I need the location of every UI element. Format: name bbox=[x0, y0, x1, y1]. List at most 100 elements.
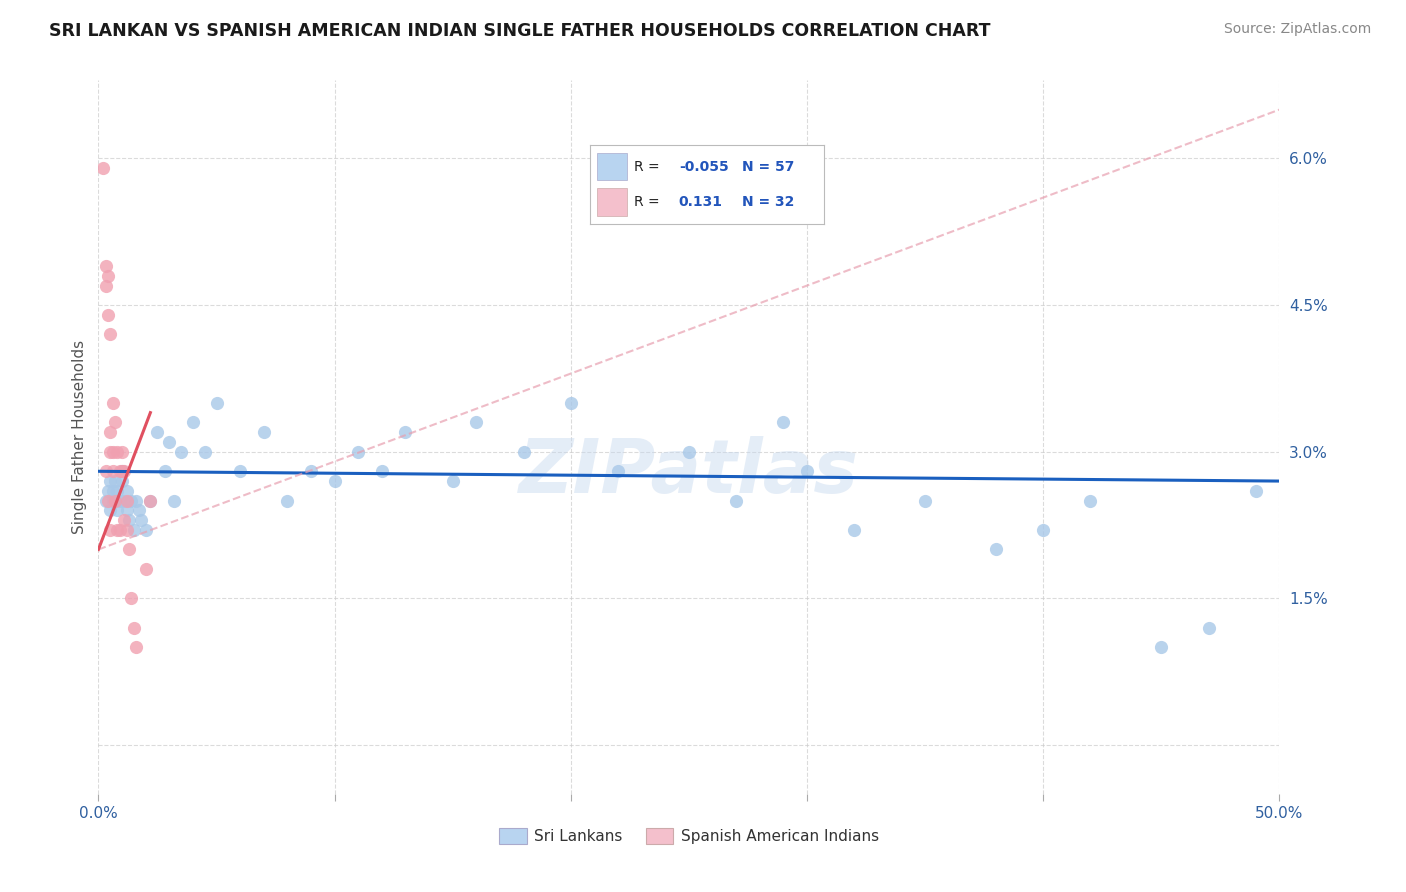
Point bbox=[118, 513, 141, 527]
Legend: Sri Lankans, Spanish American Indians: Sri Lankans, Spanish American Indians bbox=[494, 822, 884, 850]
Point bbox=[125, 493, 148, 508]
Point bbox=[465, 416, 488, 430]
Point bbox=[98, 474, 121, 488]
Point bbox=[512, 444, 534, 458]
Point bbox=[441, 474, 464, 488]
Point bbox=[139, 493, 162, 508]
Y-axis label: Single Father Households: Single Father Households bbox=[72, 340, 87, 534]
Point bbox=[607, 464, 630, 478]
Point bbox=[108, 493, 131, 508]
Point bbox=[205, 396, 228, 410]
Point bbox=[323, 474, 346, 488]
Point bbox=[1198, 621, 1220, 635]
Point bbox=[844, 523, 866, 537]
Point bbox=[101, 444, 124, 458]
Bar bbox=[596, 188, 627, 216]
Text: SRI LANKAN VS SPANISH AMERICAN INDIAN SINGLE FATHER HOUSEHOLDS CORRELATION CHART: SRI LANKAN VS SPANISH AMERICAN INDIAN SI… bbox=[49, 22, 991, 40]
Point bbox=[194, 444, 217, 458]
Text: 0.131: 0.131 bbox=[679, 195, 723, 209]
Point bbox=[98, 444, 121, 458]
Point bbox=[105, 444, 128, 458]
Point bbox=[97, 268, 120, 283]
Point bbox=[97, 308, 120, 322]
Point bbox=[128, 503, 150, 517]
Point bbox=[104, 493, 127, 508]
Point bbox=[98, 503, 121, 517]
Point bbox=[170, 444, 193, 458]
Point bbox=[125, 640, 148, 655]
Point bbox=[157, 434, 180, 449]
Point bbox=[91, 161, 114, 176]
Point bbox=[101, 396, 124, 410]
Point bbox=[97, 493, 120, 508]
Point bbox=[98, 327, 121, 342]
Point bbox=[1150, 640, 1173, 655]
Point bbox=[115, 483, 138, 498]
Point bbox=[135, 562, 157, 576]
Point bbox=[105, 523, 128, 537]
Point bbox=[146, 425, 169, 440]
Point bbox=[394, 425, 416, 440]
Point bbox=[121, 591, 143, 606]
Point bbox=[108, 464, 131, 478]
Point bbox=[914, 493, 936, 508]
Point bbox=[129, 513, 152, 527]
Point bbox=[111, 444, 134, 458]
Point bbox=[299, 464, 322, 478]
Point bbox=[97, 483, 120, 498]
Text: R =: R = bbox=[634, 160, 664, 174]
Point bbox=[347, 444, 370, 458]
Point bbox=[122, 523, 145, 537]
Text: -0.055: -0.055 bbox=[679, 160, 728, 174]
Point bbox=[111, 464, 134, 478]
Point bbox=[94, 259, 117, 273]
Point bbox=[135, 523, 157, 537]
Point bbox=[229, 464, 252, 478]
Point bbox=[118, 542, 141, 557]
Point bbox=[139, 493, 162, 508]
Point bbox=[122, 621, 145, 635]
Text: ZIPatlas: ZIPatlas bbox=[519, 436, 859, 509]
Point bbox=[105, 483, 128, 498]
Text: Source: ZipAtlas.com: Source: ZipAtlas.com bbox=[1223, 22, 1371, 37]
Point bbox=[94, 493, 117, 508]
Point bbox=[371, 464, 394, 478]
Text: N = 32: N = 32 bbox=[742, 195, 794, 209]
Point bbox=[153, 464, 176, 478]
Point bbox=[163, 493, 186, 508]
Point bbox=[104, 474, 127, 488]
Point bbox=[112, 493, 135, 508]
Point bbox=[276, 493, 298, 508]
Point bbox=[115, 493, 138, 508]
Point bbox=[560, 396, 582, 410]
Point bbox=[121, 493, 143, 508]
Point bbox=[112, 513, 135, 527]
Point bbox=[111, 464, 134, 478]
Text: R =: R = bbox=[634, 195, 664, 209]
Text: N = 57: N = 57 bbox=[742, 160, 794, 174]
Point bbox=[101, 483, 124, 498]
Point bbox=[104, 416, 127, 430]
Point bbox=[181, 416, 204, 430]
Bar bbox=[596, 153, 627, 180]
Point bbox=[984, 542, 1007, 557]
Point bbox=[796, 464, 818, 478]
Point bbox=[725, 493, 748, 508]
Point bbox=[98, 523, 121, 537]
Point bbox=[101, 464, 124, 478]
Point bbox=[253, 425, 276, 440]
Point bbox=[1032, 523, 1054, 537]
Point bbox=[115, 503, 138, 517]
Point bbox=[104, 493, 127, 508]
Point bbox=[772, 416, 794, 430]
Point bbox=[101, 493, 124, 508]
Point bbox=[1244, 483, 1267, 498]
Point bbox=[1080, 493, 1102, 508]
Point bbox=[115, 523, 138, 537]
Point bbox=[678, 444, 700, 458]
Point bbox=[111, 474, 134, 488]
Point bbox=[105, 503, 128, 517]
Point bbox=[98, 425, 121, 440]
Point bbox=[108, 523, 131, 537]
Point bbox=[94, 278, 117, 293]
